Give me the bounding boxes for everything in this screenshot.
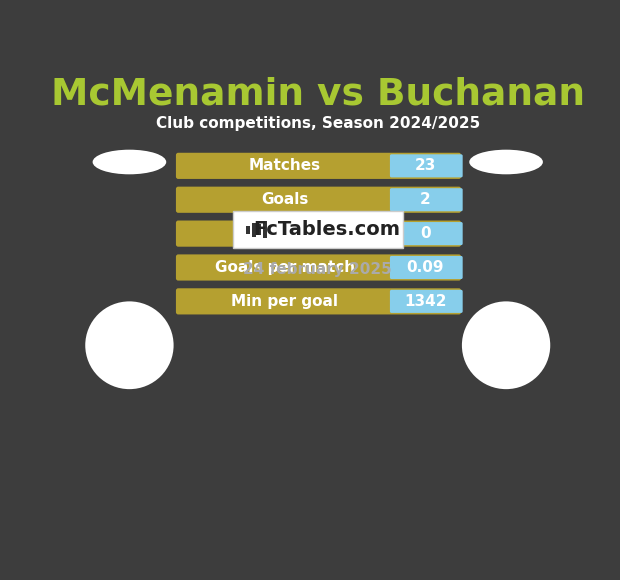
- Text: 24 february 2025: 24 february 2025: [244, 262, 392, 277]
- Text: Min per goal: Min per goal: [231, 294, 339, 309]
- FancyBboxPatch shape: [390, 256, 463, 279]
- FancyBboxPatch shape: [176, 220, 461, 246]
- Bar: [252, 223, 255, 237]
- Circle shape: [86, 302, 174, 389]
- FancyBboxPatch shape: [176, 255, 461, 281]
- Text: Matches: Matches: [249, 158, 321, 173]
- Text: McMenamin vs Buchanan: McMenamin vs Buchanan: [51, 76, 585, 113]
- Ellipse shape: [469, 150, 543, 175]
- Text: FcTables.com: FcTables.com: [254, 220, 401, 240]
- Ellipse shape: [92, 150, 166, 175]
- Text: Club competitions, Season 2024/2025: Club competitions, Season 2024/2025: [156, 116, 480, 131]
- FancyBboxPatch shape: [176, 187, 461, 213]
- Text: 0.09: 0.09: [406, 260, 444, 275]
- Bar: [257, 224, 261, 235]
- Text: 23: 23: [414, 158, 436, 173]
- Text: 0: 0: [420, 226, 430, 241]
- Bar: [263, 222, 267, 238]
- FancyBboxPatch shape: [390, 154, 463, 177]
- FancyBboxPatch shape: [390, 290, 463, 313]
- Text: Goals: Goals: [261, 192, 309, 207]
- FancyBboxPatch shape: [390, 188, 463, 211]
- Bar: [247, 226, 250, 234]
- Text: Goals per match: Goals per match: [215, 260, 355, 275]
- Text: 2: 2: [420, 192, 430, 207]
- Text: Hattricks: Hattricks: [246, 226, 324, 241]
- FancyBboxPatch shape: [232, 211, 403, 248]
- Circle shape: [462, 302, 551, 389]
- FancyBboxPatch shape: [390, 222, 463, 245]
- Text: 1342: 1342: [404, 294, 446, 309]
- FancyBboxPatch shape: [176, 288, 461, 314]
- FancyBboxPatch shape: [176, 153, 461, 179]
